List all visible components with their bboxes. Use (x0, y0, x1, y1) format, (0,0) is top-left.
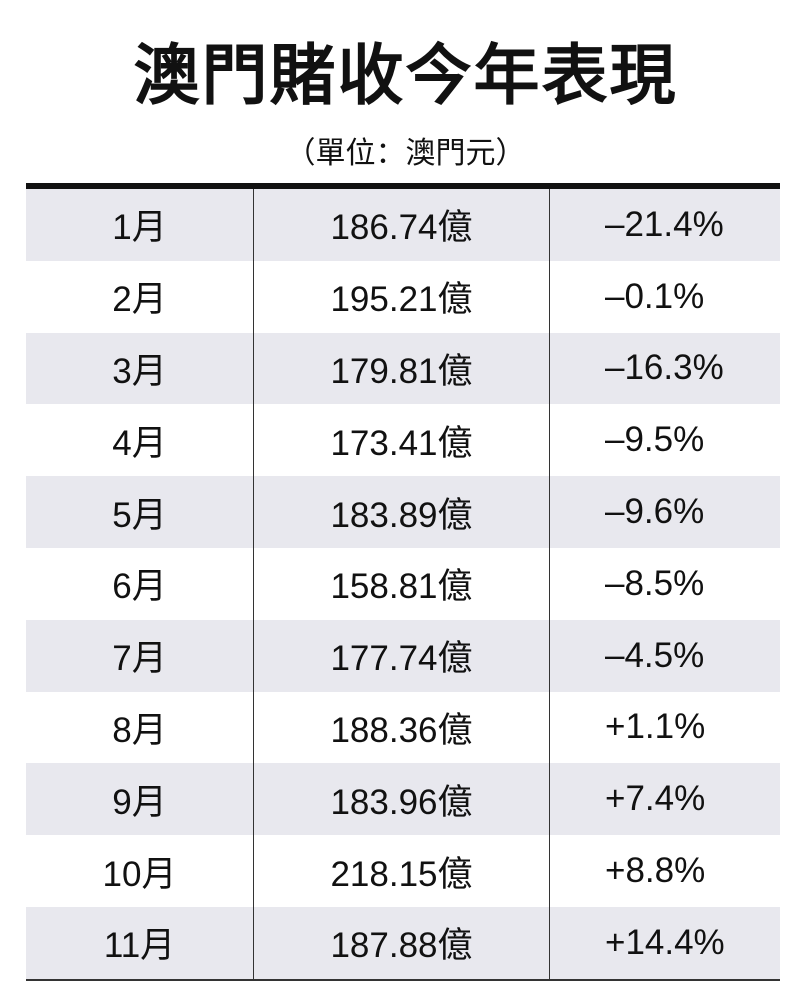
month-cell: 11月 (26, 906, 254, 979)
change-cell: –8.5% (605, 563, 705, 603)
page-title: 澳門賭收今年表現 (133, 37, 678, 114)
change-cell: +7.4% (605, 779, 706, 819)
change-cell: –9.6% (605, 492, 705, 532)
change-cell: –4.5% (605, 635, 705, 675)
month-cell: 2月 (26, 260, 254, 333)
change-cell: –0.1% (605, 276, 705, 316)
revenue-cell: 195.21億 (254, 260, 550, 333)
table-row: 1月 186.74億 –21.4% (26, 189, 780, 261)
table-row: 3月 179.81億 –16.3% (26, 332, 780, 405)
change-cell: +8.8% (605, 851, 706, 891)
table-row: 6月 158.81億 –8.5% (26, 547, 780, 620)
month-cell: 6月 (26, 547, 254, 620)
revenue-cell: 187.88億 (254, 906, 550, 979)
change-cell: –9.5% (605, 420, 705, 460)
month-cell: 3月 (26, 332, 254, 405)
table-row: 5月 183.89億 –9.6% (26, 476, 780, 548)
month-cell: 9月 (26, 763, 254, 836)
change-cell: +1.1% (605, 707, 706, 747)
revenue-cell: 188.36億 (254, 691, 550, 764)
month-cell: 1月 (26, 189, 254, 261)
revenue-table: 1月 186.74億 –21.4% 2月 195.21億 –0.1% 3月 179.81億 –1… (26, 183, 780, 981)
change-cell: –16.3% (605, 348, 724, 388)
revenue-cell: 173.41億 (254, 404, 550, 477)
table-row: 10月 218.15億 +8.8% (26, 835, 780, 907)
month-cell: 4月 (26, 404, 254, 477)
change-cell: –21.4% (605, 204, 724, 244)
table-row: 11月 187.88億 +14.4% (26, 906, 780, 979)
month-cell: 7月 (26, 619, 254, 692)
revenue-cell: 183.96億 (254, 763, 550, 836)
revenue-cell: 183.89億 (254, 476, 550, 548)
table-row: 7月 177.74億 –4.5% (26, 619, 780, 692)
table-row: 9月 183.96億 +7.4% (26, 763, 780, 836)
month-cell: 10月 (26, 835, 254, 907)
revenue-cell: 177.74億 (254, 619, 550, 692)
unit-subtitle: （單位：澳門元） (285, 136, 526, 171)
revenue-cell: 179.81億 (254, 332, 550, 405)
table-row: 2月 195.21億 –0.1% (26, 260, 780, 333)
revenue-cell: 158.81億 (254, 547, 550, 620)
revenue-cell: 186.74億 (254, 189, 550, 261)
month-cell: 5月 (26, 476, 254, 548)
table-row: 4月 173.41億 –9.5% (26, 404, 780, 477)
table-row: 8月 188.36億 +1.1% (26, 691, 780, 764)
month-cell: 8月 (26, 691, 254, 764)
revenue-cell: 218.15億 (254, 835, 550, 907)
change-cell: +14.4% (605, 922, 725, 962)
